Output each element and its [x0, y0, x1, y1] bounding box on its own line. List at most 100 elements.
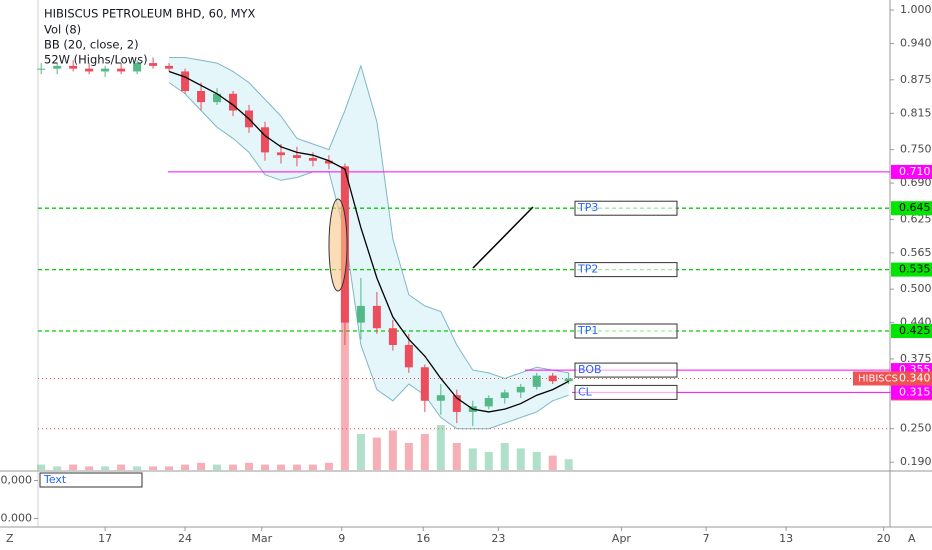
- candle-body: [404, 344, 413, 368]
- candle-body: [260, 127, 269, 153]
- volume-bar: [388, 430, 397, 470]
- target-box-label: TP2: [577, 263, 598, 276]
- candle-body: [388, 328, 397, 345]
- candle-body: [165, 65, 174, 69]
- trend-line-drawing: [472, 206, 534, 269]
- symbol-tag-label: HIBISCS: [858, 373, 898, 384]
- candle-body: [308, 157, 317, 161]
- volume-bar: [213, 464, 222, 470]
- lower-y-tick-label: 20,000: [0, 474, 32, 487]
- y-tick-label: 0.750: [900, 143, 932, 156]
- price-tag-label: 0.340: [899, 371, 931, 384]
- candle-body: [149, 63, 158, 66]
- volume-bar: [245, 462, 254, 470]
- text-box-label: Text: [43, 473, 67, 486]
- x-tick-label: 9: [338, 532, 345, 545]
- volume-bar: [260, 464, 269, 470]
- candle-body: [213, 93, 222, 103]
- target-box: [574, 384, 678, 400]
- indicator-label: 52W (Highs/Lows): [44, 53, 148, 67]
- corner-button[interactable]: Z: [6, 532, 14, 545]
- target-box: [574, 362, 678, 378]
- target-box-label: CL: [578, 385, 593, 398]
- volume-bar: [500, 443, 509, 470]
- chart-title: HIBISCUS PETROLEUM BHD, 60, MYX: [44, 7, 256, 21]
- candle-body: [53, 65, 62, 69]
- candle-body: [181, 71, 190, 91]
- y-tick-label: 0.875: [900, 73, 932, 86]
- volume-bar: [468, 448, 477, 470]
- indicator-label: BB (20, close, 2): [44, 38, 139, 52]
- y-tick-label: 0.690: [900, 176, 932, 189]
- x-tick-label: 20: [877, 532, 891, 545]
- candle-body: [37, 68, 46, 70]
- volume-bar: [85, 466, 94, 470]
- target-box-label: TP3: [577, 201, 598, 214]
- y-tick-label: 0.625: [900, 212, 932, 225]
- price-tag: [891, 201, 932, 216]
- volume-bar: [404, 443, 413, 470]
- volume-bar: [436, 425, 445, 470]
- candle-body: [500, 392, 509, 398]
- text-box: [39, 472, 143, 488]
- volume-bar: [532, 452, 541, 470]
- price-tag: [891, 385, 932, 400]
- y-tick-label: 0.190: [900, 455, 932, 468]
- volume-bar: [53, 466, 62, 470]
- candle-body: [564, 378, 573, 382]
- target-box-label: TP1: [577, 324, 598, 337]
- candle-body: [197, 90, 206, 103]
- candle-body: [420, 367, 429, 401]
- candle-body: [548, 375, 557, 382]
- volume-bar: [292, 464, 301, 470]
- volume-bar: [340, 290, 349, 470]
- volume-bar: [548, 455, 557, 470]
- price-tag: [891, 371, 932, 386]
- y-tick-label: 0.500: [900, 282, 932, 295]
- x-tick-label: 17: [98, 532, 112, 545]
- volume-bar: [324, 462, 333, 470]
- bb-lower: [168, 82, 569, 430]
- candle-body: [101, 68, 110, 72]
- ellipse-drawing: [328, 198, 348, 292]
- candle-body: [372, 305, 381, 329]
- volume-bar: [181, 464, 190, 470]
- candle-body: [356, 305, 365, 323]
- price-tag: [891, 164, 932, 179]
- candle-body: [69, 65, 78, 69]
- candle-body: [85, 68, 94, 72]
- volume-bar: [165, 466, 174, 470]
- volume-bar: [133, 466, 142, 470]
- y-tick-label: 0.375: [900, 352, 932, 365]
- candle-body: [324, 160, 333, 164]
- candle-body: [436, 395, 445, 401]
- y-tick-label: 0.565: [900, 246, 932, 259]
- price-tag-label: 0.425: [899, 324, 931, 337]
- indicator-label: Vol (8): [44, 23, 81, 37]
- candle-body: [276, 152, 285, 156]
- x-tick-label: Apr: [612, 532, 632, 545]
- x-tick-label: 24: [178, 532, 192, 545]
- price-tag-label: 0.710: [899, 165, 931, 178]
- candle-body: [452, 395, 461, 412]
- volume-bar: [37, 464, 46, 470]
- symbol-tag: [853, 371, 891, 386]
- volume-bar: [420, 434, 429, 470]
- volume-bar: [484, 452, 493, 470]
- x-tick-label: 7: [703, 532, 710, 545]
- bb-basis: [168, 70, 570, 413]
- y-tick-label: 0.250: [900, 422, 932, 435]
- y-tick-label: 0.815: [900, 106, 932, 119]
- price-tag: [891, 324, 932, 339]
- corner-button[interactable]: A: [908, 532, 916, 545]
- price-tag-label: 0.315: [899, 385, 931, 398]
- volume-bar: [69, 464, 78, 470]
- y-tick-label: 1.000: [900, 3, 932, 16]
- volume-bar: [117, 464, 126, 470]
- price-tag: [891, 262, 932, 277]
- volume-bar: [516, 448, 525, 470]
- target-box: [574, 323, 678, 339]
- volume-bar: [149, 466, 158, 470]
